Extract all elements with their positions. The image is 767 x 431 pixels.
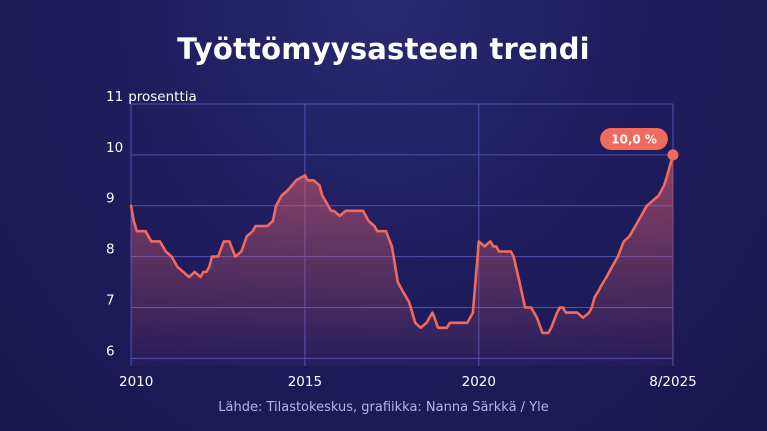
x-tick-label: 2015 bbox=[288, 374, 322, 390]
y-tick-label: 11 bbox=[106, 89, 123, 105]
last-data-point bbox=[667, 149, 679, 161]
badge-background bbox=[600, 128, 668, 150]
y-tick-label: 9 bbox=[106, 191, 115, 207]
y-tick-label: 8 bbox=[106, 242, 115, 258]
y-tick-label: 6 bbox=[106, 343, 115, 359]
series-line bbox=[129, 153, 675, 335]
y-tick-label: 10 bbox=[106, 140, 123, 156]
x-axis: 2010 2015 2020 8/2025 bbox=[119, 374, 697, 390]
series-area bbox=[131, 154, 673, 366]
y-tick-label: 7 bbox=[106, 292, 115, 308]
source-credit: Lähde: Tilastokeskus, grafiikka: Nanna S… bbox=[218, 400, 549, 415]
last-value-badge: 10,0 % bbox=[600, 128, 668, 150]
x-tick-label: 2020 bbox=[462, 374, 496, 390]
y-axis-unit-label: prosenttia bbox=[128, 89, 197, 105]
chart-title: Työttömyysasteen trendi bbox=[177, 32, 590, 66]
x-tick-label: 8/2025 bbox=[649, 374, 697, 390]
x-tick-label: 2010 bbox=[119, 374, 153, 390]
badge-label: 10,0 % bbox=[611, 133, 657, 147]
y-axis: 11 10 9 8 7 6 bbox=[106, 89, 123, 359]
